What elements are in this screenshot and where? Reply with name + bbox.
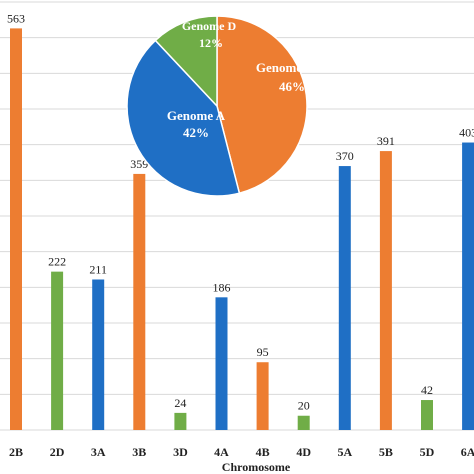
bar-5d bbox=[421, 400, 433, 430]
bar-value-label: 403 bbox=[459, 126, 474, 140]
category-label: 3A bbox=[91, 445, 106, 459]
category-label: 6A bbox=[461, 445, 474, 459]
category-label: 4A bbox=[214, 445, 229, 459]
pie-slice-name: Genome B bbox=[256, 60, 314, 75]
bar-5b bbox=[379, 151, 392, 430]
pie-slice-genome-d bbox=[154, 15, 218, 108]
bar-value-label: 370 bbox=[336, 149, 354, 163]
bar-4d bbox=[297, 415, 310, 430]
genome-pie-chart: Genome B 46% Genome A 42% Genome D 12% bbox=[126, 15, 314, 197]
pie-slice-genome-b bbox=[216, 15, 308, 195]
bar-3d bbox=[174, 412, 187, 430]
bar-value-label: 42 bbox=[421, 383, 433, 397]
bar-value-label: 391 bbox=[377, 134, 395, 148]
bar-value-label: 20 bbox=[298, 399, 310, 413]
category-label: 2B bbox=[9, 445, 23, 459]
bar-2d bbox=[51, 271, 64, 430]
pie-slice-percent: 12% bbox=[199, 36, 223, 50]
bar-2b bbox=[10, 28, 22, 430]
category-label: 5D bbox=[420, 445, 435, 459]
category-label: 3D bbox=[173, 445, 188, 459]
bar-3a bbox=[92, 279, 105, 430]
bar-value-label: 211 bbox=[89, 262, 107, 276]
bar-6a bbox=[462, 142, 474, 430]
pie-slice-genome-a bbox=[126, 39, 241, 197]
bar-series bbox=[10, 28, 474, 431]
category-tick-labels: 2B 2D 3A 3B 3D 4A 4B 4D 5A 5B 5D 6A bbox=[9, 445, 474, 459]
bar-value-label: 24 bbox=[174, 396, 186, 410]
bar-value-label: 222 bbox=[48, 255, 66, 269]
bar-4a bbox=[215, 297, 228, 430]
category-label: 3B bbox=[132, 445, 146, 459]
pie-slice-name: Genome A bbox=[167, 108, 226, 123]
gridlines bbox=[0, 1, 474, 431]
bar-value-label: 186 bbox=[213, 280, 231, 294]
category-label: 4D bbox=[296, 445, 311, 459]
bar-3b bbox=[133, 173, 146, 430]
category-label: 4B bbox=[256, 445, 270, 459]
bar-value-label: 563 bbox=[7, 11, 25, 25]
bar-value-label: 95 bbox=[257, 345, 269, 359]
category-label: 2D bbox=[50, 445, 65, 459]
category-label: 5A bbox=[337, 445, 352, 459]
x-axis-title: Chromosome bbox=[222, 460, 291, 474]
bar-5a bbox=[338, 166, 351, 431]
category-label: 5B bbox=[379, 445, 393, 459]
bar-value-label: 359 bbox=[130, 157, 148, 171]
pie-slice-percent: 42% bbox=[183, 125, 209, 140]
bar-4b bbox=[256, 362, 269, 430]
pie-slice-name: Genome D bbox=[182, 19, 237, 33]
bar-value-labels: 563 222 211 359 24 186 95 20 370 391 42 403 bbox=[7, 11, 474, 412]
pie-slice-percent: 46% bbox=[279, 79, 305, 94]
